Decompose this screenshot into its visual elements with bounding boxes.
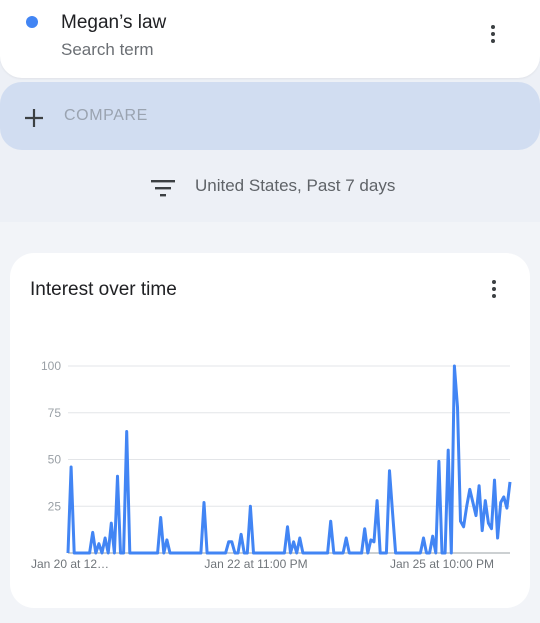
y-tick-label: 25 <box>48 499 62 513</box>
x-tick-label: Jan 22 at 11:00 PM <box>204 557 307 571</box>
series-color-dot <box>26 16 38 28</box>
compare-label: COMPARE <box>64 107 148 124</box>
chart-more-options-icon[interactable] <box>482 277 506 301</box>
y-tick-label: 75 <box>48 406 62 420</box>
y-tick-label: 50 <box>48 453 62 467</box>
more-options-icon[interactable] <box>481 22 505 46</box>
plus-icon <box>25 109 43 127</box>
compare-button[interactable] <box>0 82 540 150</box>
y-tick-label: 100 <box>41 359 61 373</box>
search-term-name[interactable]: Megan’s law <box>61 12 167 33</box>
search-term-subtitle: Search term <box>61 40 154 59</box>
x-tick-label: Jan 20 at 12… <box>31 557 109 571</box>
search-term-card: Megan’s law Search term <box>0 0 540 78</box>
interest-chart[interactable]: 100 75 50 25 Jan 20 at 12… Jan 22 at 11:00 PM… <box>0 340 540 580</box>
x-tick-label: Jan 25 at 10:00 PM <box>390 557 494 571</box>
series-line[interactable] <box>66 364 512 555</box>
filter-text[interactable]: United States, Past 7 days <box>195 176 396 195</box>
filter-icon[interactable] <box>151 179 175 197</box>
chart-title: Interest over time <box>30 279 177 300</box>
